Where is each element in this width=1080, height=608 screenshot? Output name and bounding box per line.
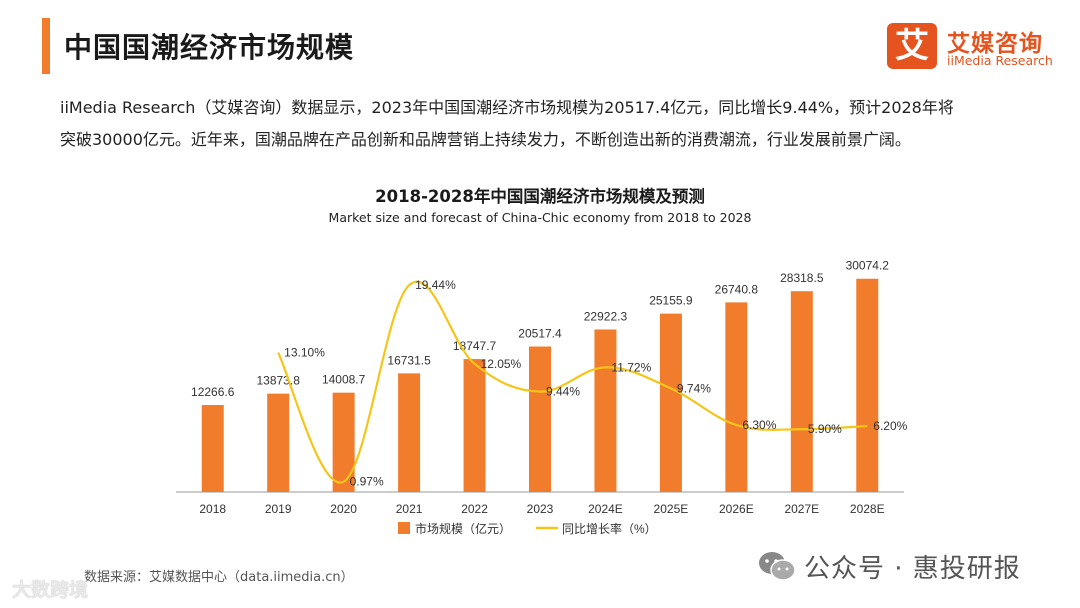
x-tick-2022: 2022: [461, 502, 488, 516]
legend-line-label: 同比增长率（%）: [562, 521, 657, 536]
watermark-left: 大数跨境: [12, 579, 89, 601]
bar-2026E: [725, 302, 748, 492]
x-tick-2021: 2021: [396, 502, 423, 516]
x-tick-2028E: 2028E: [850, 502, 885, 516]
wechat-icon: [759, 552, 796, 581]
bar-label-2025E: 25155.9: [649, 294, 693, 308]
x-tick-2019: 2019: [265, 502, 292, 516]
line-label-2025E: 9.74%: [677, 381, 711, 395]
bar-label-2024E: 22922.3: [584, 309, 628, 323]
bar-2021: [398, 373, 421, 492]
logo-name-en: iiMedia Research: [947, 53, 1053, 68]
bar-label-2020: 14008.7: [322, 373, 366, 387]
line-label-2019: 13.10%: [284, 346, 325, 360]
title-accent-bar: [42, 18, 50, 74]
line-label-2026E: 6.30%: [742, 418, 776, 432]
intro-line-1: iiMedia Research（艾媒咨询）数据显示，2023年中国国潮经济市场…: [60, 98, 954, 117]
intro-line-2: 突破30000亿元。近年来，国潮品牌在产品创新和品牌营销上持续发力，不断创造出新…: [60, 130, 911, 149]
x-tick-2025E: 2025E: [654, 502, 689, 516]
x-tick-2020: 2020: [330, 502, 357, 516]
bar-label-2028E: 30074.2: [846, 259, 890, 273]
line-label-2022: 12.05%: [481, 357, 522, 371]
x-tick-2023: 2023: [527, 502, 554, 516]
chart-subtitle: Market size and forecast of China-Chic e…: [328, 210, 752, 225]
bar-label-2018: 12266.6: [191, 385, 235, 399]
line-label-2028E: 6.20%: [873, 419, 907, 433]
bar-2022: [463, 359, 486, 492]
bar-2028E: [856, 278, 879, 492]
bar-2023: [529, 346, 551, 492]
line-label-2027E: 5.90%: [808, 422, 842, 436]
logo-mark-icon: 艾: [887, 23, 937, 69]
bar-2027E: [790, 291, 813, 492]
x-tick-2018: 2018: [199, 502, 226, 516]
line-label-2021: 19.44%: [415, 278, 456, 292]
bar-label-2023: 20517.4: [518, 327, 562, 341]
bar-label-2022: 18747.7: [453, 339, 497, 353]
x-tick-2026E: 2026E: [719, 502, 754, 516]
intro-paragraph: iiMedia Research（艾媒咨询）数据显示，2023年中国国潮经济市场…: [60, 92, 1050, 156]
watermark-right-text: 公众号 · 惠投研报: [804, 554, 1021, 584]
data-source-note: 数据来源：艾媒数据中心（data.iimedia.cn）: [84, 570, 354, 585]
brand-logo: 艾 艾媒咨询 iiMedia Research: [887, 20, 1067, 76]
logo-name-cn: 艾媒咨询: [947, 31, 1043, 57]
bar-2018: [201, 405, 224, 492]
bar-2024E: [594, 329, 617, 492]
line-label-2024E: 11.72%: [611, 360, 651, 374]
legend-bar-swatch: [398, 522, 410, 534]
bar-2019: [267, 393, 290, 492]
bar-label-2026E: 26740.8: [715, 282, 759, 296]
line-label-2023: 9.44%: [546, 385, 580, 399]
bar-label-2019: 13873.8: [256, 374, 300, 388]
bar-label-2027E: 28318.5: [780, 271, 824, 285]
chart-title: 2018-2028年中国国潮经济市场规模及预测: [375, 187, 705, 206]
bar-2025E: [659, 313, 682, 492]
page-title: 中国国潮经济市场规模: [64, 31, 355, 64]
bar-label-2021: 16731.5: [387, 353, 431, 367]
bar-2020: [332, 392, 355, 492]
growth-rate-line: [277, 280, 868, 484]
line-label-2020: 0.97%: [350, 475, 384, 489]
legend-bar-label: 市场规模（亿元）: [415, 521, 511, 536]
x-tick-2027E: 2027E: [784, 502, 819, 516]
x-tick-2024E: 2024E: [588, 502, 623, 516]
